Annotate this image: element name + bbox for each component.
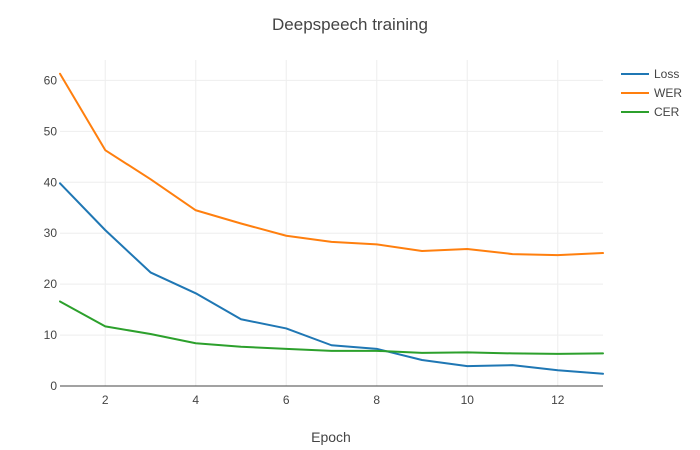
y-axis-ticks: 0 10 20 30 40 50 60 [44,73,58,393]
chart-title: Deepspeech training [272,15,428,34]
y-tick-label: 40 [44,175,58,189]
legend-item-loss[interactable]: Loss [621,67,679,81]
series-line-loss [60,183,603,373]
legend[interactable]: Loss WER CER [621,67,682,119]
y-tick-label: 0 [50,379,57,393]
x-tick-label: 2 [102,393,109,407]
legend-item-cer[interactable]: CER [621,105,680,119]
y-tick-label: 20 [44,277,58,291]
x-axis-ticks: 2 4 6 8 10 12 [102,393,565,407]
x-tick-label: 12 [551,393,565,407]
x-tick-label: 6 [283,393,290,407]
x-axis-title: Epoch [311,429,351,445]
series-line-wer [60,74,603,255]
legend-label: CER [654,105,680,119]
series-group [60,74,603,374]
legend-item-wer[interactable]: WER [621,86,682,100]
y-tick-label: 30 [44,226,58,240]
x-tick-label: 8 [373,393,380,407]
legend-label: Loss [654,67,679,81]
legend-label: WER [654,86,682,100]
y-tick-label: 60 [44,73,58,87]
grid [60,60,603,386]
x-tick-label: 10 [461,393,475,407]
x-tick-label: 4 [192,393,199,407]
y-tick-label: 50 [44,124,58,138]
y-tick-label: 10 [44,328,58,342]
